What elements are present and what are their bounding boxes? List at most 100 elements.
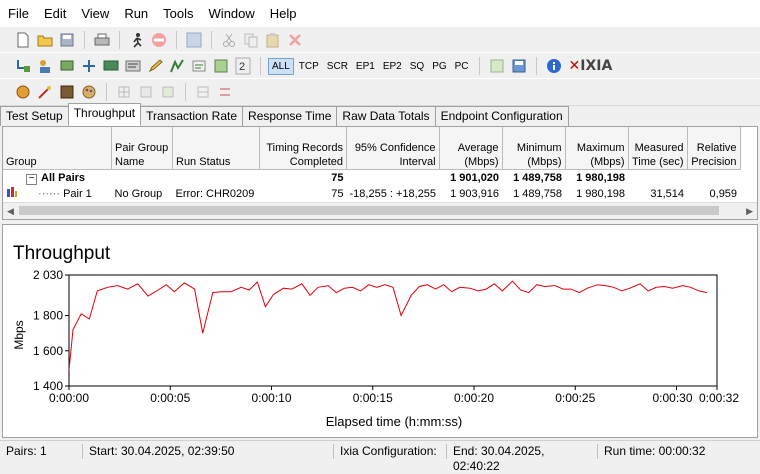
menu-run[interactable]: Run [124,5,149,21]
print-icon[interactable] [93,31,111,49]
toolbar-row-1 [0,26,760,54]
edit-script-icon[interactable] [146,57,164,75]
export-icon[interactable] [488,57,506,75]
open-folder-icon[interactable] [36,31,54,49]
filter-ep2-button[interactable]: EP2 [382,60,402,72]
magic-icon[interactable] [36,83,54,101]
pair1-group: No Group [114,188,163,201]
new-icon[interactable] [14,31,32,49]
pair1-records: 75 [331,188,344,201]
throughput-chart: Throughput 1 400 1 600 1 800 2 030 0:00:00 0… [12,243,739,429]
col-maximum[interactable]: Maximum (Mbps) [565,127,629,170]
info-icon[interactable] [545,57,563,75]
throughput-chart-panel: Throughput 1 400 1 600 1 800 2 030 0:00:00 0… [2,224,758,438]
scenario-icon[interactable] [58,83,76,101]
toolbar-separator [119,31,120,49]
menu-file[interactable]: File [8,5,29,21]
col-confidence-interval[interactable]: 95% Confidence Interval [346,127,440,170]
col-pair-group-name[interactable]: Pair Group Name [111,127,173,170]
save-icon[interactable] [58,31,76,49]
options-icon[interactable] [190,57,208,75]
menu-view[interactable]: View [81,5,110,21]
menu-window[interactable]: Window [208,5,255,21]
tab-raw-data-totals[interactable]: Raw Data Totals [336,106,436,126]
scroll-right-icon[interactable]: ▶ [746,206,753,216]
x-tick-label: 0:00:25 [555,391,595,405]
filter-pg-button[interactable]: PG [432,60,447,72]
monitor-icon[interactable] [102,57,120,75]
all-pairs-label: All Pairs [41,172,86,184]
delete-icon[interactable] [286,31,304,49]
tab-transaction-rate[interactable]: Transaction Rate [140,106,244,126]
x-tick-label: 0:00:05 [150,391,190,405]
refresh-icon[interactable] [185,31,203,49]
add-multicast-icon[interactable] [36,57,54,75]
col-group[interactable]: Group [3,127,112,170]
status-end: End: 30.04.2025, 02:40:22 [447,444,598,473]
filter-pc-button[interactable]: PC [454,60,469,72]
tab-endpoint-configuration[interactable]: Endpoint Configuration [434,106,569,126]
tab-test-setup[interactable]: Test Setup [0,106,69,126]
col-average[interactable]: Average (Mbps) [439,127,503,170]
layout-icon[interactable] [194,83,212,101]
ixia-logo: ✕IXIA [568,58,613,74]
table-row-pair-1[interactable]: ⋯⋯ Pair 1 No Group Error: CHR0209 75 -18… [3,186,740,202]
split-icon[interactable] [137,83,155,101]
all-pairs-maximum: 1 980,198 [576,172,626,184]
save-results-icon[interactable] [510,57,528,75]
edit-pair-icon[interactable] [58,57,76,75]
status-start: Start: 30.04.2025, 02:39:50 [83,444,334,459]
pair1-time: 31,514 [650,188,685,201]
bar-chart-icon [6,186,18,202]
menu-edit[interactable]: Edit [43,5,67,21]
network-icon[interactable] [80,57,98,75]
col-measured-time[interactable]: Measured Time (sec) [628,127,688,170]
results-table: Group Pair Group Name Run Status Timing … [3,127,741,202]
toolbar-separator [185,83,186,101]
tab-strip: Test Setup Throughput Transaction Rate R… [0,103,569,126]
all-pairs-records: 75 [331,172,344,184]
pair1-average: 1 903,916 [450,188,500,201]
pairs-count-icon[interactable]: 2 [234,57,252,75]
scroll-left-icon[interactable]: ◀ [7,206,14,216]
stop-icon[interactable] [150,31,168,49]
col-minimum[interactable]: Minimum (Mbps) [502,127,566,170]
filter-scr-button[interactable]: SCR [326,60,348,72]
menu-help[interactable]: Help [269,5,297,21]
filter-all-button[interactable]: ALL [268,57,294,75]
grid-icon[interactable] [115,83,133,101]
run-icon[interactable] [128,31,146,49]
add-pair-icon[interactable] [14,57,32,75]
collapse-icon[interactable]: − [26,174,37,185]
toolbar-separator [106,83,107,101]
pair1-label: Pair 1 [63,188,92,200]
filter-icon[interactable] [212,57,230,75]
tab-throughput[interactable]: Throughput [67,103,142,126]
menu-tools[interactable]: Tools [163,5,194,21]
merge-icon[interactable] [159,83,177,101]
table-row-all-pairs[interactable]: − All Pairs 75 1 901,020 1 489,758 1 980,… [3,170,740,187]
filter-ep1-button[interactable]: EP1 [355,60,375,72]
status-run-time: Run time: 00:00:32 [604,444,706,458]
chart-title: Throughput [13,243,111,264]
filter-tcp-button[interactable]: TCP [298,60,319,72]
horizontal-scrollbar[interactable]: ◀ ▶ [3,202,757,219]
tab-response-time[interactable]: Response Time [242,106,338,126]
paste-icon[interactable] [264,31,282,49]
col-relative-precision[interactable]: Relative Precision [687,127,741,170]
link-icon[interactable] [216,83,234,101]
copy-icon[interactable] [242,31,260,49]
scrollbar-thumb[interactable] [19,206,719,215]
pair1-minimum: 1 489,758 [513,188,563,201]
x-tick-label: 0:00:15 [353,391,393,405]
select-icon[interactable] [168,57,186,75]
col-run-status[interactable]: Run Status [172,127,260,170]
cut-icon[interactable] [220,31,238,49]
filter-sq-button[interactable]: SQ [409,60,425,72]
y-tick-label: 2 030 [33,268,63,282]
palette-icon[interactable] [80,83,98,101]
wizard-icon[interactable] [14,83,32,101]
toolbar-row-3 [0,78,760,106]
script-icon[interactable] [124,57,142,75]
col-timing-records[interactable]: Timing Records Completed [259,127,347,170]
